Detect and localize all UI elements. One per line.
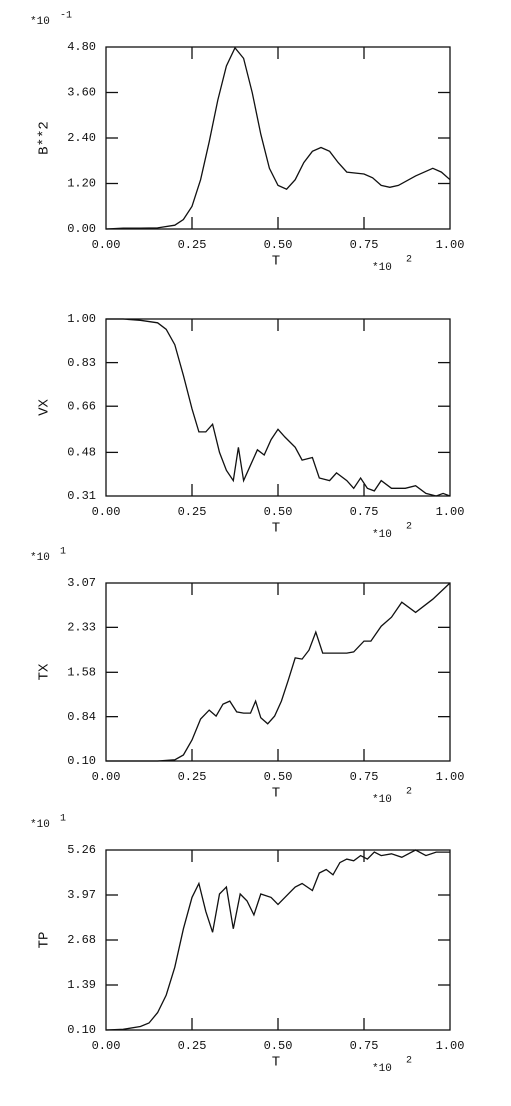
x-axis-label: T — [272, 1055, 280, 1071]
data-line — [105, 849, 450, 1031]
y-tick-label: 0.84 — [67, 710, 96, 724]
x-multiplier-exponent: 2 — [406, 255, 412, 266]
y-multiplier-exponent: -1 — [60, 11, 72, 22]
panel: 0.00 0.25 0.50 0.75 1.00 0.10 0.84 1.58 2.33 3.07… — [30, 547, 464, 806]
x-tick-label: 0.50 — [264, 1039, 293, 1053]
y-multiplier: *10 — [30, 552, 50, 564]
y-tick-label: 2.68 — [67, 933, 96, 947]
x-tick-label: 0.75 — [350, 1039, 379, 1053]
y-axis-label: B**2 — [37, 121, 53, 155]
x-tick-label: 0.00 — [92, 505, 121, 519]
y-axis-label: VX — [37, 399, 53, 416]
y-multiplier: *10 — [30, 16, 50, 28]
x-tick-label: 1.00 — [436, 238, 465, 252]
x-tick-label: 0.25 — [178, 770, 207, 784]
x-multiplier: *10 — [372, 529, 392, 541]
x-tick-label: 1.00 — [436, 1039, 465, 1053]
y-tick-label: 3.97 — [67, 888, 96, 902]
x-tick-label: 0.00 — [92, 238, 121, 252]
data-line — [106, 582, 451, 762]
y-tick-label: 0.31 — [67, 489, 96, 503]
y-tick-label: 4.80 — [67, 40, 96, 54]
y-tick-label: 2.40 — [67, 131, 96, 145]
y-tick-label: 0.10 — [67, 1023, 96, 1037]
plot-frame — [105, 318, 451, 497]
data-line — [106, 318, 451, 497]
plot-frame — [105, 849, 451, 1031]
x-tick-label: 0.50 — [264, 238, 293, 252]
y-multiplier-exponent: 1 — [60, 547, 66, 558]
x-tick-label: 0.50 — [264, 770, 293, 784]
x-tick-label: 1.00 — [436, 770, 465, 784]
y-axis-label: TX — [37, 663, 53, 680]
x-axis-label: T — [272, 521, 280, 537]
x-tick-label: 0.25 — [178, 238, 207, 252]
y-tick-label: 5.26 — [67, 843, 96, 857]
y-tick-label: 2.33 — [67, 621, 96, 635]
x-multiplier-exponent: 2 — [406, 522, 412, 533]
x-tick-label: 0.00 — [92, 1039, 121, 1053]
y-multiplier: *10 — [30, 819, 50, 831]
y-tick-label: 0.66 — [67, 399, 96, 413]
x-multiplier: *10 — [372, 794, 392, 806]
y-tick-label: 1.39 — [67, 978, 96, 992]
y-tick-label: 1.20 — [67, 177, 96, 191]
x-tick-label: 0.75 — [350, 770, 379, 784]
x-tick-label: 0.25 — [178, 1039, 207, 1053]
y-axis-label: TP — [37, 932, 53, 949]
y-tick-label: 3.07 — [67, 576, 96, 590]
y-tick-label: 0.00 — [67, 222, 96, 236]
x-axis-label: T — [272, 786, 280, 802]
x-tick-label: 0.00 — [92, 770, 121, 784]
plot-frame — [105, 582, 451, 762]
x-tick-label: 0.75 — [350, 238, 379, 252]
y-tick-label: 1.58 — [67, 665, 96, 679]
y-tick-label: 0.48 — [67, 446, 96, 460]
panel: 0.00 0.25 0.50 0.75 1.00 0.10 1.39 2.68 3.97 5.26… — [30, 814, 464, 1075]
y-tick-label: 3.60 — [67, 86, 96, 100]
x-tick-label: 0.75 — [350, 505, 379, 519]
y-multiplier-exponent: 1 — [60, 814, 66, 825]
x-axis-label: T — [272, 254, 280, 270]
x-tick-label: 1.00 — [436, 505, 465, 519]
data-line — [105, 46, 451, 230]
plot-frame — [105, 46, 451, 230]
panel: 0.00 0.25 0.50 0.75 1.00 0.31 0.48 0.66 0.83 1.00… — [37, 312, 465, 541]
panel: 0.00 0.25 0.50 0.75 1.00 0.00 1.20 2.40 3.60 4.80… — [30, 11, 464, 274]
y-tick-label: 1.00 — [67, 312, 96, 326]
x-multiplier-exponent: 2 — [406, 1056, 412, 1067]
y-tick-label: 0.83 — [67, 356, 96, 370]
x-tick-label: 0.50 — [264, 505, 293, 519]
x-tick-label: 0.25 — [178, 505, 207, 519]
y-tick-label: 0.10 — [67, 754, 96, 768]
x-multiplier: *10 — [372, 262, 392, 274]
x-multiplier-exponent: 2 — [406, 787, 412, 798]
x-multiplier: *10 — [372, 1063, 392, 1075]
